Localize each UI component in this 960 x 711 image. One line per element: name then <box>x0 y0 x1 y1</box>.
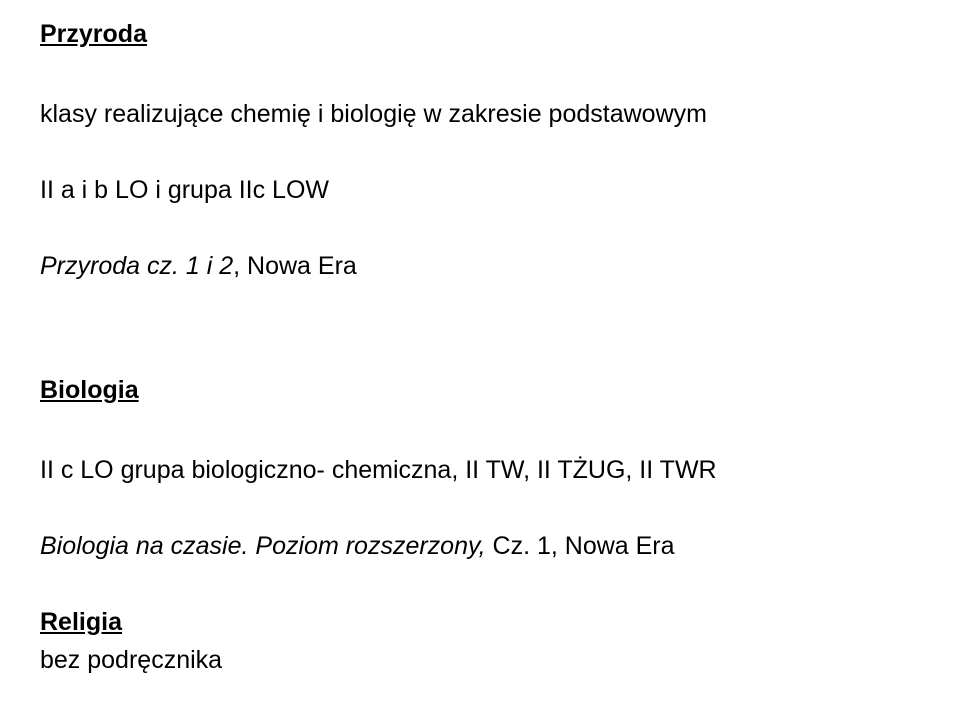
book-reference: Biologia na czasie. Poziom rozszerzony, … <box>40 530 920 562</box>
section-heading-przyroda: Przyroda <box>40 18 920 50</box>
text-line: bez podręcznika <box>40 644 920 676</box>
text-line: II c LO grupa biologiczno- chemiczna, II… <box>40 454 920 486</box>
book-publisher: Cz. 1, Nowa Era <box>486 532 675 560</box>
spacer <box>40 330 920 374</box>
text-line: II a i b LO i grupa IIc LOW <box>40 174 920 206</box>
spacer <box>40 486 920 530</box>
spacer <box>40 130 920 174</box>
book-title-italic: Przyroda cz. 1 i 2 <box>40 252 233 280</box>
spacer <box>40 50 920 98</box>
spacer <box>40 282 920 330</box>
text-line: klasy realizujące chemię i biologię w za… <box>40 98 920 130</box>
spacer <box>40 406 920 454</box>
section-heading-biologia: Biologia <box>40 374 920 406</box>
book-title-italic: Biologia na czasie. Poziom rozszerzony, <box>40 532 486 560</box>
spacer <box>40 206 920 250</box>
book-publisher: , Nowa Era <box>233 252 357 280</box>
section-heading-religia: Religia <box>40 606 920 638</box>
spacer <box>40 562 920 606</box>
document-page: Przyroda klasy realizujące chemię i biol… <box>0 0 960 696</box>
book-reference: Przyroda cz. 1 i 2, Nowa Era <box>40 250 920 282</box>
